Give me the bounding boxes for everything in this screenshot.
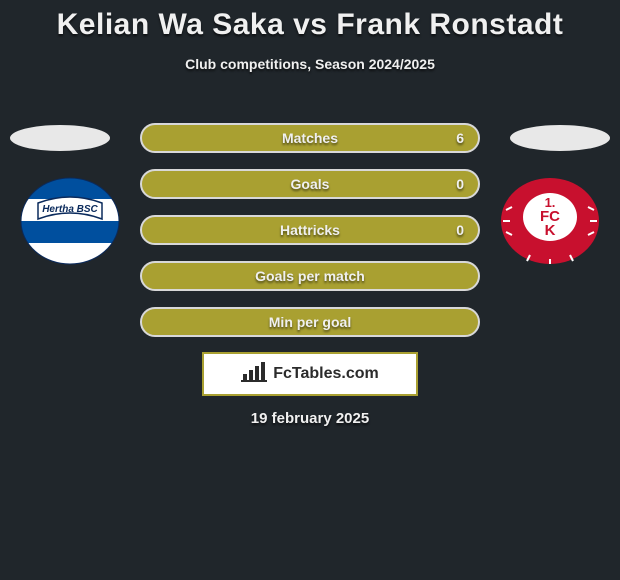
player-left-avatar [10, 125, 110, 151]
stat-bar: Goals 0 [140, 169, 480, 199]
stat-label: Min per goal [269, 314, 351, 330]
svg-text:K: K [545, 222, 556, 239]
stat-bar: Matches 6 [140, 123, 480, 153]
subtitle: Club competitions, Season 2024/2025 [0, 56, 620, 72]
stat-value-right: 0 [456, 176, 464, 192]
stat-label: Goals per match [255, 268, 365, 284]
stat-bar: Goals per match [140, 261, 480, 291]
svg-text:Hertha BSC: Hertha BSC [42, 204, 98, 215]
stat-label: Goals [291, 176, 330, 192]
player-right-avatar [510, 125, 610, 151]
stat-label: Matches [282, 130, 338, 146]
chart-icon [241, 362, 267, 387]
page-title: Kelian Wa Saka vs Frank Ronstadt [0, 0, 620, 42]
stats-list: Matches 6 Goals 0 Hattricks 0 Goals per match M… [140, 123, 480, 337]
stat-label: Hattricks [280, 222, 340, 238]
club-badge-left: Hertha BSC [20, 177, 120, 265]
stat-bar: Hattricks 0 [140, 215, 480, 245]
stat-bar: Min per goal [140, 307, 480, 337]
branding-text: FcTables.com [273, 365, 379, 383]
stat-value-right: 6 [456, 130, 464, 146]
date-label: 19 february 2025 [0, 410, 620, 427]
branding-badge: FcTables.com [202, 352, 418, 396]
stat-value-right: 0 [456, 222, 464, 238]
club-badge-right: 1. FC K [500, 177, 600, 265]
